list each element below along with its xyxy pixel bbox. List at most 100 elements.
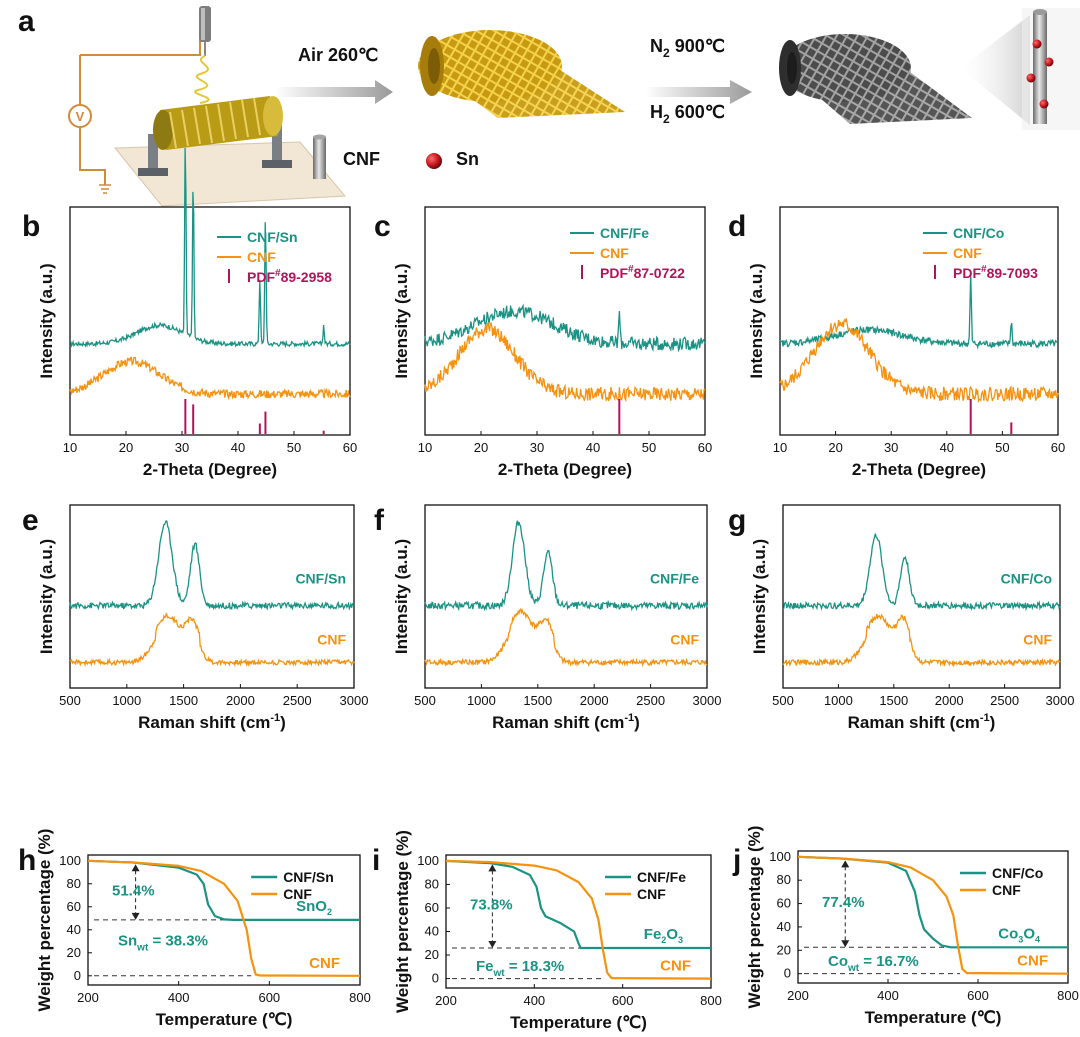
x-tick-label: 2500: [283, 693, 312, 708]
tga-curve-cnf-fe: [445, 859, 711, 950]
panel-label-g: g: [728, 504, 746, 537]
cnf-residue-label: CNF: [1017, 953, 1048, 970]
x-axis-title: 2-Theta (Degree): [498, 460, 632, 479]
x-tick-label: 1000: [824, 693, 853, 708]
x-tick-label: 800: [349, 990, 371, 1005]
y-tick-label: 40: [67, 922, 81, 937]
panel-label-e: e: [22, 504, 39, 537]
delta-arrow-head-up: [841, 860, 850, 868]
series-line-cnf-sn: [69, 519, 355, 611]
schematic-panel: a V: [18, 5, 1080, 207]
x-tick-label: 50: [995, 440, 1009, 455]
series-line-cnf: [69, 356, 351, 401]
x-tick-label: 2000: [580, 693, 609, 708]
chart-g: g 500 1000 1500 2000 2500 3000 Raman shift (cm-…: [728, 504, 1074, 732]
x-tick-label: 400: [168, 990, 190, 1005]
y-axis-title: Intensity (a.u.): [747, 263, 766, 378]
x-tick-label: 30: [884, 440, 898, 455]
x-axis-title: 2-Theta (Degree): [143, 460, 277, 479]
chart-b: b 10 20 30 40 50 60 2-Theta (Degree) Intensity (…: [22, 147, 357, 479]
delta-arrow-head-up: [131, 864, 140, 872]
x-tick-label: 10: [773, 440, 787, 455]
legend-label: CNF: [637, 886, 666, 902]
y-tick-label: 60: [425, 900, 439, 915]
delta-label: 77.4%: [822, 894, 865, 911]
series-line-cnf: [424, 322, 706, 403]
panel-label-a: a: [18, 5, 35, 38]
chart-c: c 10 20 30 40 50 60 2-Theta (Degree) Intensity (…: [374, 206, 712, 479]
legend-label: CNF: [953, 245, 982, 261]
y-tick-label: 100: [59, 853, 81, 868]
legend-label: CNF/Co: [953, 225, 1004, 241]
plot-frame-j: [797, 850, 1069, 984]
x-tick-label: 200: [435, 993, 457, 1008]
x-tick-label: 30: [175, 440, 189, 455]
x-axis-title: Raman shift (cm-1): [138, 712, 286, 732]
x-tick-label: 600: [967, 988, 989, 1003]
legend-label: PDF#89-7093: [953, 264, 1038, 281]
legend-label: CNF/Co: [992, 865, 1043, 881]
tga-curve-cnf: [87, 859, 361, 977]
x-tick-label: 10: [418, 440, 432, 455]
residue-label: Co3O4: [998, 925, 1040, 944]
y-tick-label: 60: [67, 899, 81, 914]
series-label: CNF/Co: [1001, 571, 1052, 587]
x-axis-title: Temperature (℃): [865, 1008, 1002, 1027]
panel-label-b: b: [22, 210, 40, 243]
process-arrow-1: [275, 80, 393, 104]
cnf-mesh-gray-icon: [779, 34, 972, 124]
panel-label-i: i: [372, 844, 380, 877]
y-tick-label: 80: [777, 872, 791, 887]
x-tick-label: 600: [612, 993, 634, 1008]
x-tick-label: 50: [287, 440, 301, 455]
y-tick-label: 40: [777, 919, 791, 934]
x-tick-label: 2500: [990, 693, 1019, 708]
series-line-cnf-fe: [424, 303, 706, 353]
y-axis-title: Intensity (a.u.): [750, 539, 769, 654]
step2-h2-label: H2 600℃: [650, 102, 725, 126]
x-tick-label: 40: [231, 440, 245, 455]
process-arrow-2: [645, 80, 752, 104]
legend-label: PDF#87-0722: [600, 264, 685, 281]
series-line-cnf: [69, 612, 355, 668]
y-tick-label: 80: [425, 876, 439, 891]
chart-panels: b 10 20 30 40 50 60 2-Theta (Degree) Intensity (…: [18, 147, 1079, 1032]
y-axis-title: Intensity (a.u.): [37, 263, 56, 378]
x-tick-label: 2000: [226, 693, 255, 708]
legend-label: PDF#89-2958: [247, 268, 332, 285]
x-tick-label: 500: [772, 693, 794, 708]
plot-frame-e: [69, 504, 355, 689]
x-tick-label: 60: [1051, 440, 1065, 455]
delta-arrow-head-up: [488, 864, 497, 872]
legend-sn-label: Sn: [456, 149, 479, 169]
x-tick-label: 20: [474, 440, 488, 455]
x-tick-label: 800: [1057, 988, 1079, 1003]
x-tick-label: 3000: [693, 693, 722, 708]
tga-curve-cnf: [445, 859, 712, 980]
panel-label-h: h: [18, 844, 36, 877]
series-label: CNF: [670, 631, 699, 647]
x-tick-label: 1000: [467, 693, 496, 708]
legend-label: CNF: [600, 245, 629, 261]
y-tick-label: 100: [417, 853, 439, 868]
base-plate: [113, 141, 347, 207]
tga-curve-cnf-sn: [87, 859, 360, 921]
series-label: CNF/Fe: [650, 571, 699, 587]
cnf-residue-label: CNF: [660, 958, 691, 975]
cnf-mesh-yellow-icon: [418, 30, 625, 118]
wt-fraction-label: Cowt = 16.7%: [828, 953, 919, 974]
svg-text:V: V: [76, 109, 85, 124]
x-axis-title: Raman shift (cm-1): [848, 712, 996, 732]
step2-n2-label: N2 900℃: [650, 36, 725, 60]
legend-label: CNF/Sn: [247, 229, 298, 245]
series-line-cnf-sn: [69, 147, 351, 349]
x-tick-label: 20: [828, 440, 842, 455]
wt-fraction-label: Snwt = 38.3%: [118, 932, 208, 953]
y-tick-label: 40: [425, 924, 439, 939]
x-tick-label: 800: [700, 993, 722, 1008]
x-tick-label: 1500: [523, 693, 552, 708]
x-tick-label: 2000: [935, 693, 964, 708]
